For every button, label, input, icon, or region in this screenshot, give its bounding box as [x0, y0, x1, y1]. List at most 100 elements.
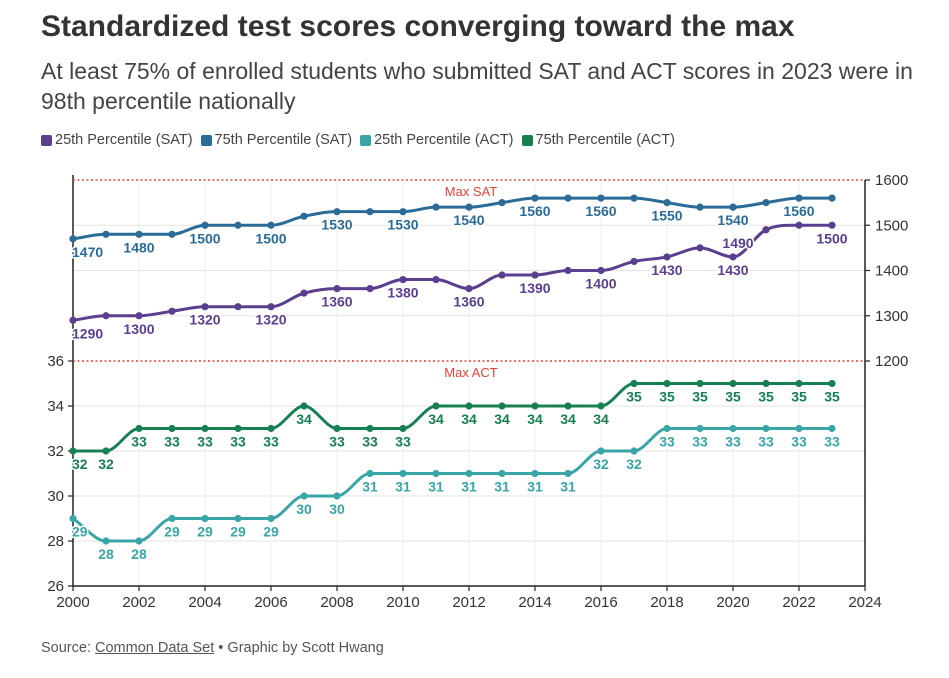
data-label-act75-2017: 35 [626, 389, 642, 405]
left-tick-label-32: 32 [47, 443, 64, 460]
point-act25-2011 [432, 469, 440, 478]
point-sat75-2014 [531, 194, 539, 202]
line-chart: 26 28 30 32 34 36 1200 1300 1400 1500 1600 2000 2002… [47, 172, 908, 611]
legend-label-act75: 75th Percentile (ACT) [535, 132, 675, 148]
point-sat75-2004 [201, 221, 209, 229]
point-sat25-2005 [234, 303, 242, 311]
point-sat25-2010 [399, 275, 407, 284]
point-act25-2010 [399, 469, 407, 478]
data-label-sat25-2002: 1300 [123, 321, 154, 337]
point-act75-2005 [234, 424, 242, 433]
x-tick-label-2020: 2020 [716, 594, 749, 611]
point-sat75-2006 [267, 221, 275, 229]
point-act25-2015 [564, 469, 572, 478]
point-act25-2012 [465, 469, 473, 478]
x-tick-label-2018: 2018 [650, 594, 683, 611]
data-label-act75-2018: 35 [659, 389, 675, 405]
data-label-act75-2006: 33 [263, 434, 279, 450]
x-tick-label-2004: 2004 [188, 594, 221, 611]
point-act75-2008 [333, 424, 341, 433]
data-label-act75-2011: 34 [428, 411, 444, 427]
point-sat25-2006 [267, 303, 275, 311]
data-label-act75-2004: 33 [197, 434, 213, 450]
point-act75-2002 [135, 424, 143, 433]
data-label-act25-2002: 28 [131, 546, 147, 562]
legend-item-sat75: 75th Percentile (SAT) [200, 132, 352, 148]
data-label-act75-2000: 32 [72, 456, 88, 472]
point-act75-2000 [69, 447, 77, 455]
source-link[interactable]: Common Data Set [95, 640, 215, 656]
point-sat75-2012 [465, 203, 473, 211]
x-tick-label-2000: 2000 [56, 594, 89, 611]
point-sat75-2023 [828, 194, 836, 202]
point-act25-2006 [267, 514, 275, 523]
point-sat75-2016 [597, 194, 605, 202]
point-sat75-2013 [498, 199, 506, 207]
point-act75-2019 [696, 379, 704, 388]
data-label-act25-2006: 29 [263, 524, 279, 540]
data-label-sat25-2006: 1320 [255, 312, 286, 328]
credit-text: • Graphic by Scott Hwang [214, 640, 384, 656]
x-tick-label-2012: 2012 [452, 594, 485, 611]
point-sat75-2017 [630, 194, 638, 202]
data-label-sat75-2006: 1500 [255, 230, 286, 246]
point-act25-2023 [828, 424, 836, 433]
x-tick-label-2014: 2014 [518, 594, 551, 611]
legend-item-act25: 25th Percentile (ACT) [360, 132, 514, 148]
point-sat25-2011 [432, 275, 440, 284]
point-sat75-2002 [135, 230, 143, 238]
point-act75-2022 [795, 379, 803, 388]
data-label-act25-2001: 28 [98, 546, 114, 562]
point-act25-2019 [696, 424, 704, 433]
point-act75-2021 [762, 379, 770, 388]
x-tick-label-2008: 2008 [320, 594, 353, 611]
data-label-sat75-2004: 1500 [189, 230, 220, 246]
data-label-act25-2000: 29 [72, 524, 88, 540]
data-label-act25-2023: 33 [824, 434, 840, 450]
series-line-act75 [71, 382, 834, 453]
data-label-sat25-2008: 1360 [321, 294, 352, 310]
point-act75-2003 [168, 424, 176, 433]
data-label-act25-2011: 31 [428, 479, 444, 495]
left-tick-label-30: 30 [47, 488, 64, 505]
point-act75-2011 [432, 402, 440, 410]
data-label-act25-2004: 29 [197, 524, 213, 540]
point-sat25-2014 [531, 271, 539, 279]
data-label-act25-2013: 31 [494, 479, 510, 495]
point-act75-2023 [828, 379, 836, 388]
legend-swatch-act75 [521, 134, 533, 146]
max-line-label-0: Max SAT [445, 184, 498, 199]
data-label-act75-2003: 33 [164, 434, 180, 450]
point-act25-2004 [201, 514, 209, 523]
left-tick-label-26: 26 [47, 578, 64, 595]
point-act25-2018 [663, 424, 671, 433]
point-sat25-2022 [795, 221, 803, 229]
point-sat75-2011 [432, 203, 440, 211]
legend: 25th Percentile (SAT) 75th Percentile (S… [41, 132, 677, 148]
legend-label-sat25: 25th Percentile (SAT) [55, 132, 193, 148]
right-tick-label-1500: 1500 [875, 217, 908, 234]
data-label-act25-2009: 31 [362, 479, 378, 495]
data-label-sat25-2014: 1390 [519, 280, 550, 296]
point-sat25-2002 [135, 312, 143, 320]
data-label-act75-2021: 35 [758, 389, 774, 405]
left-tick-label-34: 34 [47, 398, 64, 415]
right-tick-label-1600: 1600 [875, 172, 908, 189]
legend-swatch-act25 [360, 134, 372, 146]
point-act75-2015 [564, 402, 572, 410]
point-sat25-2003 [168, 307, 176, 315]
data-label-act75-2022: 35 [791, 389, 807, 405]
point-sat25-2009 [366, 285, 374, 293]
point-act25-2008 [333, 492, 341, 500]
point-sat75-2010 [399, 208, 407, 216]
point-act75-2020 [729, 379, 737, 388]
data-label-act75-2019: 35 [692, 389, 708, 405]
point-sat25-2007 [300, 289, 308, 297]
point-act25-2009 [366, 469, 374, 478]
data-label-act25-2007: 30 [296, 501, 312, 517]
data-label-sat75-2014: 1560 [519, 203, 550, 219]
data-label-act75-2016: 34 [593, 411, 609, 427]
data-label-act25-2010: 31 [395, 479, 411, 495]
data-label-sat25-2000: 1290 [72, 325, 103, 341]
right-tick-label-1200: 1200 [875, 353, 908, 370]
